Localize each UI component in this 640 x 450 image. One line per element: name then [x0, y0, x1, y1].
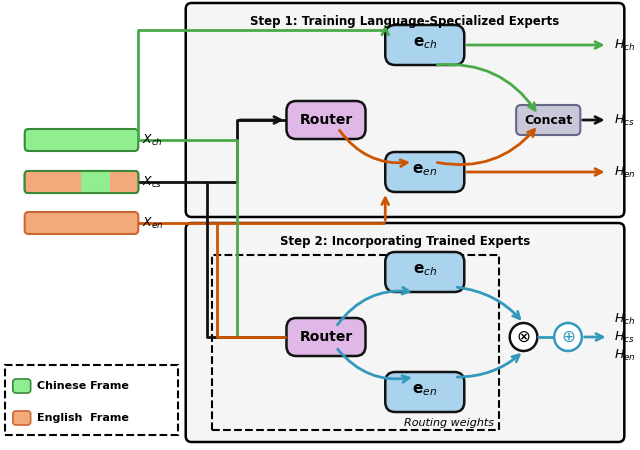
FancyBboxPatch shape: [25, 171, 138, 193]
Text: $X_{en}$: $X_{en}$: [142, 216, 164, 230]
Text: $H_{ch}$: $H_{ch}$: [614, 37, 636, 53]
Text: $H_{en}$: $H_{en}$: [614, 164, 636, 180]
FancyBboxPatch shape: [186, 223, 624, 442]
Text: Concat: Concat: [524, 113, 572, 126]
FancyBboxPatch shape: [287, 101, 365, 139]
Bar: [110, 171, 138, 193]
FancyBboxPatch shape: [5, 365, 178, 435]
Text: Chinese Frame: Chinese Frame: [36, 381, 129, 391]
Text: Routing weights: Routing weights: [404, 418, 494, 428]
Bar: [25, 171, 53, 193]
Text: $\mathbf{e}_{en}$: $\mathbf{e}_{en}$: [412, 382, 437, 398]
FancyBboxPatch shape: [385, 152, 464, 192]
FancyBboxPatch shape: [186, 3, 624, 217]
FancyBboxPatch shape: [385, 25, 464, 65]
Bar: [53, 171, 81, 193]
Text: $\otimes$: $\otimes$: [516, 328, 531, 346]
Text: Step 2: Incorporating Trained Experts: Step 2: Incorporating Trained Experts: [280, 235, 530, 248]
FancyBboxPatch shape: [25, 129, 138, 151]
Text: $H_{cs}$: $H_{cs}$: [614, 329, 635, 345]
FancyBboxPatch shape: [385, 252, 464, 292]
Text: $X_{ch}$: $X_{ch}$: [142, 132, 163, 148]
Bar: [81, 171, 110, 193]
Text: $H_{ch}$: $H_{ch}$: [614, 311, 636, 327]
Text: $H_{en}$: $H_{en}$: [614, 347, 636, 363]
Text: Router: Router: [300, 113, 353, 127]
Text: $H_{cs}$: $H_{cs}$: [614, 112, 635, 127]
FancyBboxPatch shape: [287, 318, 365, 356]
Text: $\mathbf{e}_{en}$: $\mathbf{e}_{en}$: [412, 162, 437, 178]
FancyBboxPatch shape: [13, 379, 31, 393]
Text: English  Frame: English Frame: [36, 413, 129, 423]
Text: Router: Router: [300, 330, 353, 344]
Text: Step 1: Training Language-Specialized Experts: Step 1: Training Language-Specialized Ex…: [250, 15, 559, 28]
Text: $\oplus$: $\oplus$: [561, 328, 575, 346]
Text: $\mathbf{e}_{ch}$: $\mathbf{e}_{ch}$: [413, 35, 437, 51]
FancyBboxPatch shape: [25, 212, 138, 234]
Circle shape: [554, 323, 582, 351]
Circle shape: [509, 323, 538, 351]
FancyBboxPatch shape: [516, 105, 580, 135]
FancyBboxPatch shape: [385, 372, 464, 412]
Text: $\mathbf{e}_{ch}$: $\mathbf{e}_{ch}$: [413, 262, 437, 278]
Text: $X_{cs}$: $X_{cs}$: [142, 175, 163, 189]
FancyBboxPatch shape: [13, 411, 31, 425]
